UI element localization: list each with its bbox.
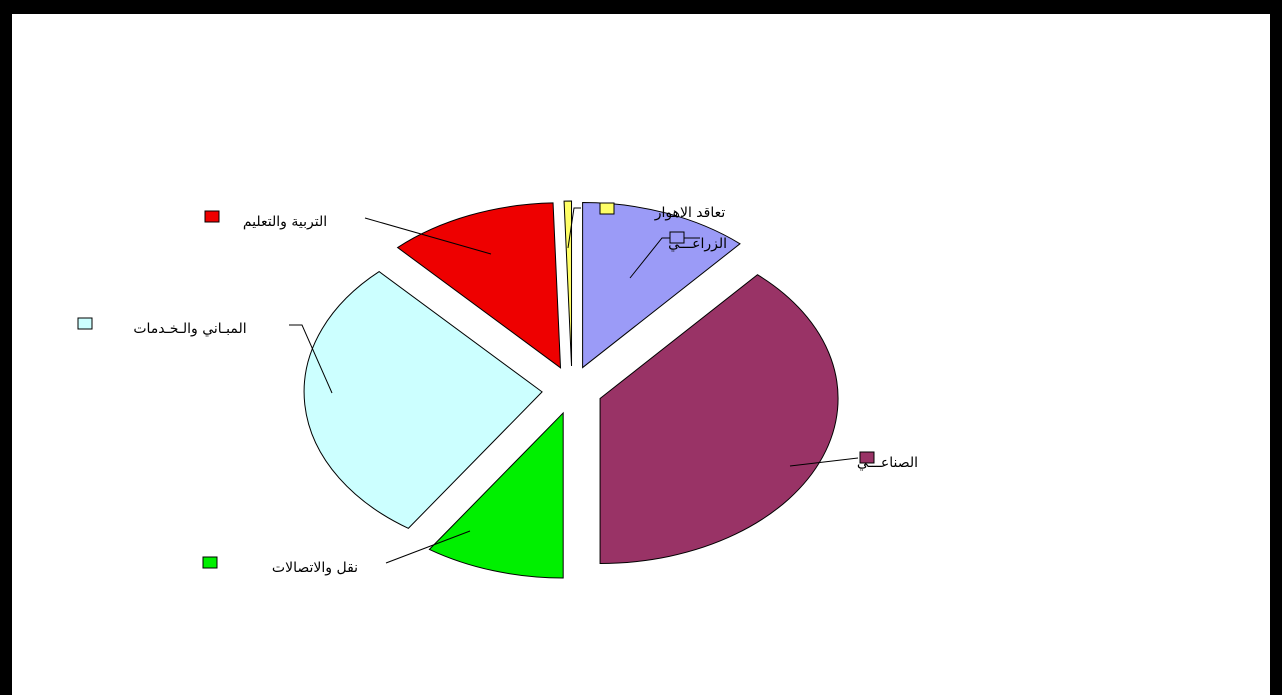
leader-line xyxy=(289,324,333,394)
pie-slice xyxy=(582,202,741,369)
slice-label-text: تعاقد الاهوار xyxy=(654,205,726,221)
slice-label: المبـاني والـخـدمات xyxy=(77,317,333,394)
slice-label: الزراعـــي xyxy=(629,231,727,279)
legend-swatch xyxy=(202,556,218,569)
legend-swatch xyxy=(859,451,875,464)
leader-line xyxy=(567,207,581,249)
pie-slices xyxy=(303,200,839,579)
slice-label: نقل والاتصالات xyxy=(202,530,471,576)
pie-slice xyxy=(396,202,562,369)
slice-label-text: نقل والاتصالات xyxy=(272,560,358,576)
legend-swatch xyxy=(77,317,93,330)
pie-slice xyxy=(428,411,564,579)
leader-line xyxy=(629,237,700,279)
leader-line xyxy=(364,217,492,255)
slice-label-text: التربية والتعليم xyxy=(243,214,327,230)
pie-labels: الزراعـــي الصناعـــي نقل والاتصالات المبـا… xyxy=(77,202,918,576)
slice-label: الصناعـــي xyxy=(789,451,918,471)
slice-label: التربية والتعليم xyxy=(204,210,492,255)
pie-slice xyxy=(599,274,839,564)
slice-label-text: المبـاني والـخـدمات xyxy=(133,321,246,337)
pie-slice xyxy=(563,200,573,367)
leader-line xyxy=(789,457,859,467)
slice-label-text: الزراعـــي xyxy=(668,236,727,252)
slice-label-text: الصناعـــي xyxy=(857,455,918,471)
legend-swatch xyxy=(204,210,220,223)
leader-line xyxy=(385,530,471,564)
legend-swatch xyxy=(599,202,615,215)
pie-slice xyxy=(303,270,543,529)
legend-swatch xyxy=(669,231,685,244)
slice-label: تعاقد الاهوار xyxy=(567,202,726,249)
